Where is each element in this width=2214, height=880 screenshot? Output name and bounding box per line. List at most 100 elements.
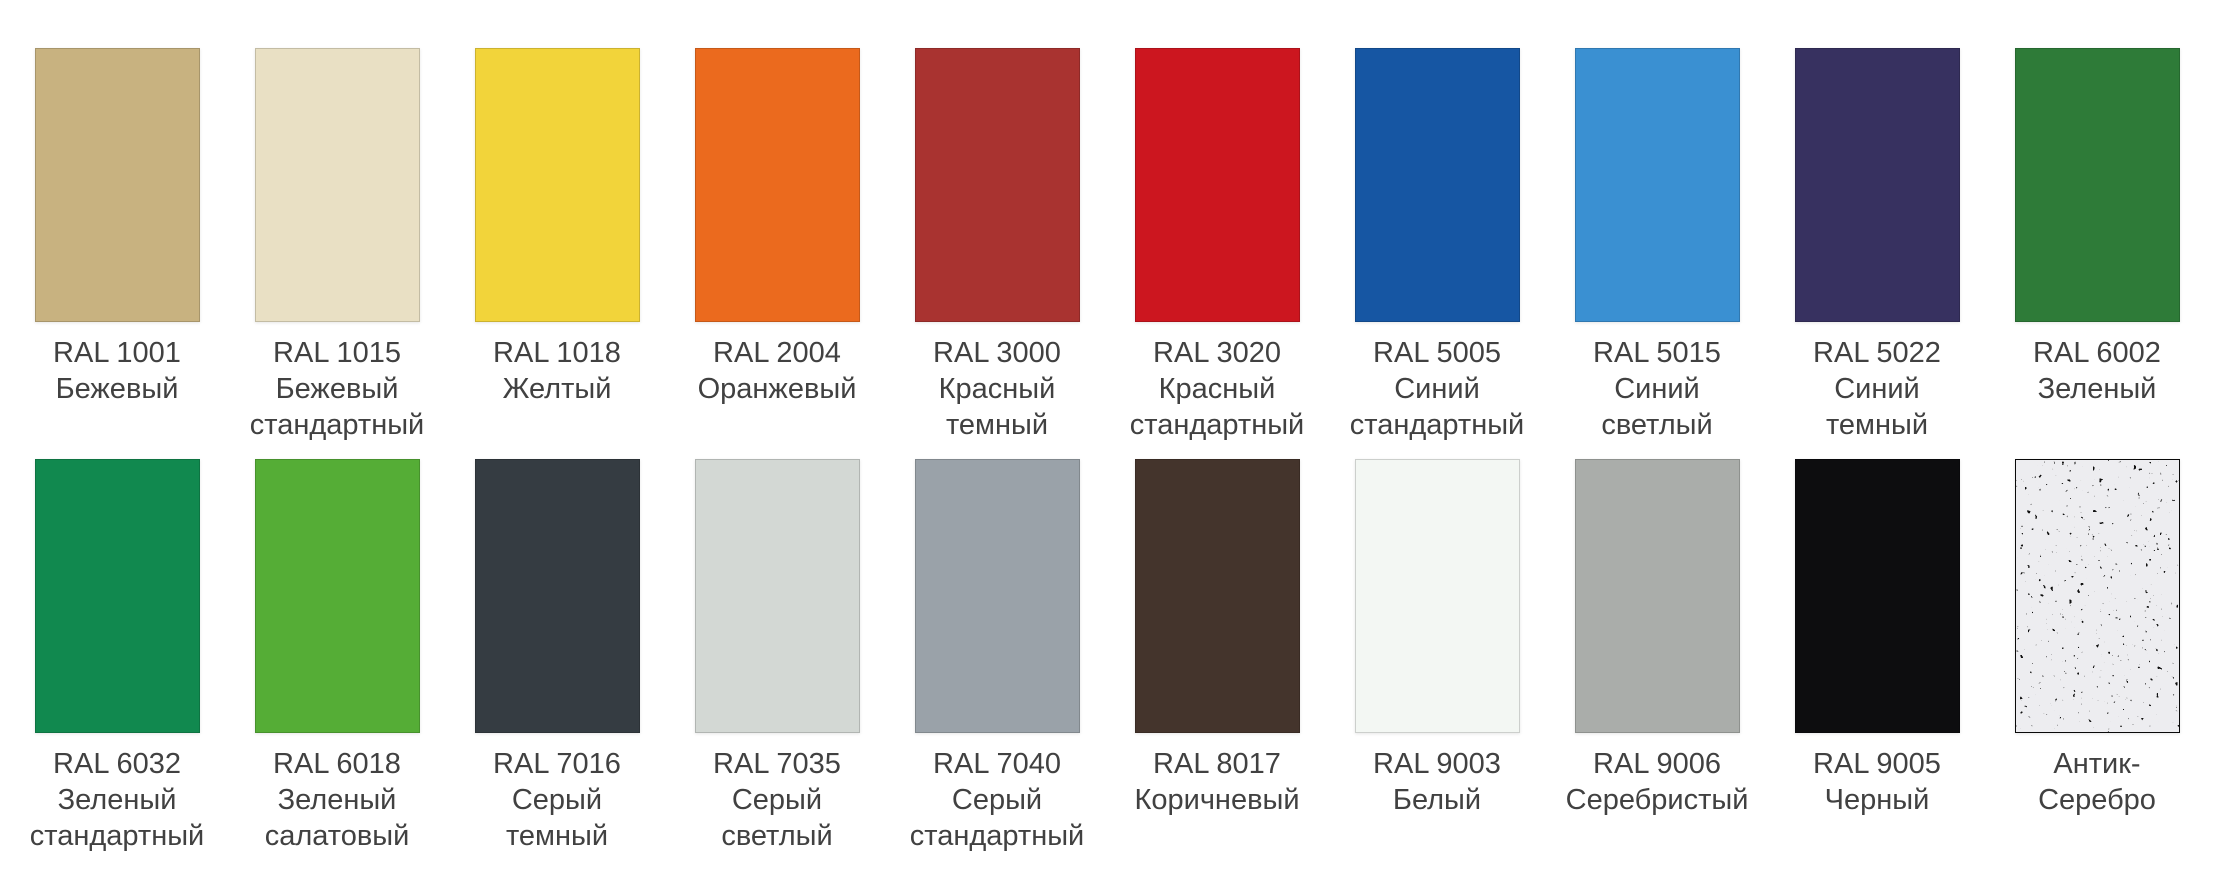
palette-cell: RAL 9005 Черный xyxy=(1794,459,1960,870)
swatch-name-line: салатовый xyxy=(264,820,410,852)
palette-cell: RAL 7016 Серый темный xyxy=(474,459,640,870)
swatch-label: RAL 7016 Серый темный xyxy=(493,746,621,870)
palette-cell: RAL 5022 Синий темный xyxy=(1794,48,1960,459)
color-swatch xyxy=(474,48,640,322)
swatch-name-line: стандартный xyxy=(1129,409,1305,441)
color-swatch xyxy=(1794,48,1960,322)
swatch-code: RAL 1001 xyxy=(53,337,181,369)
palette-cell: RAL 9003 Белый xyxy=(1354,459,1520,870)
swatch-label: RAL 6032 Зеленый стандартный xyxy=(30,746,204,870)
color-swatch xyxy=(34,48,200,322)
color-swatch xyxy=(34,459,200,733)
swatch-name-line: Серебристый xyxy=(1565,784,1749,816)
palette-cell: Антик-Серебро xyxy=(2014,459,2180,870)
swatch-code: RAL 8017 xyxy=(1153,748,1281,780)
swatch-name-line: Черный xyxy=(1824,784,1930,816)
palette-cell: RAL 1001 Бежевый xyxy=(34,48,200,459)
color-swatch xyxy=(914,459,1080,733)
palette-cell: RAL 3000 Красный темный xyxy=(914,48,1080,459)
color-swatch xyxy=(1574,459,1740,733)
swatch-name-line: Синий xyxy=(1614,373,1700,405)
swatch-code: RAL 5015 xyxy=(1593,337,1721,369)
swatch-label: RAL 2004 Оранжевый xyxy=(698,335,857,459)
swatch-label: RAL 1001 Бежевый xyxy=(53,335,181,459)
swatch-name-line: Антик-Серебро xyxy=(2038,748,2156,816)
swatch-label: RAL 6002 Зеленый xyxy=(2033,335,2161,459)
swatch-name-line: Красный xyxy=(938,373,1056,405)
swatch-code: RAL 1015 xyxy=(273,337,401,369)
swatch-name-line: стандартный xyxy=(29,820,205,852)
swatch-code: RAL 3000 xyxy=(933,337,1061,369)
color-swatch xyxy=(254,459,420,733)
swatch-code: RAL 7016 xyxy=(493,748,621,780)
swatch-code: RAL 9003 xyxy=(1373,748,1501,780)
palette-cell: RAL 6002 Зеленый xyxy=(2014,48,2180,459)
swatch-label: RAL 9005 Черный xyxy=(1813,746,1941,870)
swatch-name-line: Желтый xyxy=(502,373,612,405)
swatch-name-line: Красный xyxy=(1158,373,1276,405)
swatch-label: RAL 1015 Бежевый стандартный xyxy=(250,335,424,459)
swatch-code: RAL 1018 xyxy=(493,337,621,369)
palette-cell: RAL 1018 Желтый xyxy=(474,48,640,459)
color-swatch xyxy=(1574,48,1740,322)
color-swatch xyxy=(1794,459,1960,733)
palette-cell: RAL 6018 Зеленый салатовый xyxy=(254,459,420,870)
swatch-name-line: Бежевый xyxy=(275,373,399,405)
swatch-name-line: темный xyxy=(945,409,1049,441)
color-swatch-antik-silver xyxy=(2014,459,2180,733)
palette-cell: RAL 5015 Синий светлый xyxy=(1574,48,1740,459)
palette-cell: RAL 2004 Оранжевый xyxy=(694,48,860,459)
palette-cell: RAL 5005 Синий стандартный xyxy=(1350,48,1524,459)
swatch-name-line: Зеленый xyxy=(2037,373,2157,405)
color-swatch xyxy=(2014,48,2180,322)
palette-cell: RAL 7035 Серый светлый xyxy=(694,459,860,870)
swatch-code: RAL 5022 xyxy=(1813,337,1941,369)
color-swatch xyxy=(474,459,640,733)
swatch-code: RAL 6002 xyxy=(2033,337,2161,369)
color-swatch xyxy=(694,48,860,322)
palette-cell: RAL 6032 Зеленый стандартный xyxy=(30,459,204,870)
palette-cell: RAL 8017 Коричневый xyxy=(1134,459,1300,870)
color-swatch xyxy=(1354,48,1520,322)
swatch-label: RAL 3000 Красный темный xyxy=(933,335,1061,459)
swatch-name-line: стандартный xyxy=(249,409,425,441)
swatch-label: RAL 7035 Серый светлый xyxy=(713,746,841,870)
swatch-name-line: светлый xyxy=(721,820,833,852)
swatch-name-line: Оранжевый xyxy=(697,373,857,405)
swatch-name-line: Бежевый xyxy=(55,373,179,405)
swatch-name-line: Серый xyxy=(951,784,1043,816)
palette-cell: RAL 7040 Серый стандартный xyxy=(910,459,1084,870)
swatch-label: RAL 9006 Серебристый xyxy=(1566,746,1749,870)
swatch-name-line: темный xyxy=(1825,409,1929,441)
swatch-code: RAL 6018 xyxy=(273,748,401,780)
swatch-name-line: Белый xyxy=(1392,784,1482,816)
swatch-code: RAL 6032 xyxy=(53,748,181,780)
color-swatch xyxy=(1354,459,1520,733)
swatch-name-line: Зеленый xyxy=(277,784,397,816)
swatch-name-line: Коричневый xyxy=(1134,784,1300,816)
swatch-code: RAL 3020 xyxy=(1153,337,1281,369)
swatch-code: RAL 5005 xyxy=(1373,337,1501,369)
swatch-label: Антик-Серебро xyxy=(2015,746,2180,870)
swatch-label: RAL 1018 Желтый xyxy=(493,335,621,459)
swatch-name-line: Серый xyxy=(511,784,603,816)
swatch-label: RAL 5022 Синий темный xyxy=(1813,335,1941,459)
swatch-name-line: Синий xyxy=(1394,373,1480,405)
color-swatch xyxy=(1134,48,1300,322)
swatch-name-line: стандартный xyxy=(909,820,1085,852)
palette-cell: RAL 9006 Серебристый xyxy=(1566,459,1748,870)
swatch-label: RAL 5015 Синий светлый xyxy=(1593,335,1721,459)
swatch-name-line: Зеленый xyxy=(57,784,177,816)
antik-silver-texture xyxy=(2015,460,2179,732)
swatch-label: RAL 8017 Коричневый xyxy=(1134,746,1299,870)
swatch-code: RAL 2004 xyxy=(713,337,841,369)
swatch-code: RAL 9006 xyxy=(1593,748,1721,780)
color-swatch xyxy=(1134,459,1300,733)
swatch-name-line: стандартный xyxy=(1349,409,1525,441)
swatch-code: RAL 7040 xyxy=(933,748,1061,780)
palette-cell: RAL 1015 Бежевый стандартный xyxy=(250,48,424,459)
color-swatch xyxy=(914,48,1080,322)
swatch-label: RAL 7040 Серый стандартный xyxy=(910,746,1084,870)
swatch-label: RAL 6018 Зеленый салатовый xyxy=(265,746,410,870)
